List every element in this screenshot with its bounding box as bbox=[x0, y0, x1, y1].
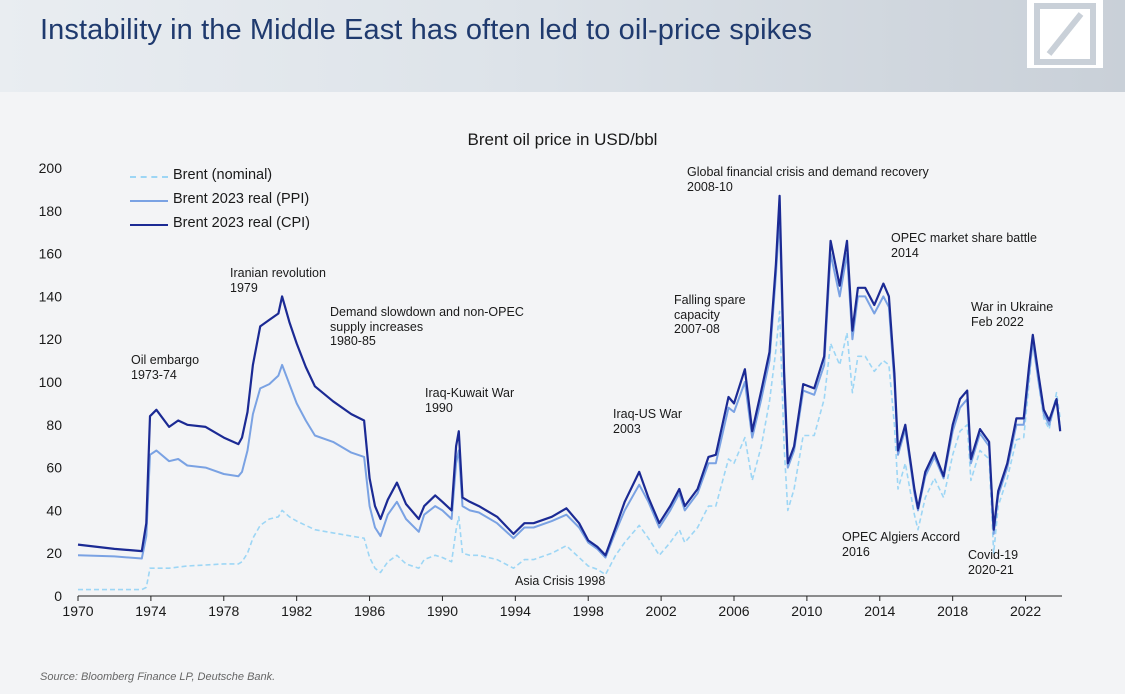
y-tick-label: 100 bbox=[39, 374, 63, 390]
x-tick-label: 2022 bbox=[1010, 603, 1041, 619]
legend-label: Brent 2023 real (CPI) bbox=[173, 215, 311, 231]
chart-annotation: OPEC market share battle 2014 bbox=[891, 231, 1037, 260]
y-tick-label: 40 bbox=[46, 502, 62, 518]
chart-title: Brent oil price in USD/bbl bbox=[467, 130, 658, 149]
deutsche-bank-logo-icon bbox=[1027, 0, 1103, 68]
x-tick-label: 2006 bbox=[718, 603, 749, 619]
header-banner: Instability in the Middle East has often… bbox=[0, 0, 1125, 92]
series-line-0 bbox=[78, 310, 1061, 591]
chart-annotation: Demand slowdown and non-OPEC supply incr… bbox=[330, 305, 524, 348]
x-tick-label: 1974 bbox=[135, 603, 166, 619]
y-tick-label: 0 bbox=[54, 588, 62, 604]
legend-swatch bbox=[130, 200, 168, 202]
chart-annotation: Iraq-US War 2003 bbox=[613, 407, 682, 436]
legend-swatch bbox=[130, 176, 168, 178]
x-tick-label: 2018 bbox=[937, 603, 968, 619]
legend-label: Brent 2023 real (PPI) bbox=[173, 191, 310, 207]
y-tick-label: 120 bbox=[39, 331, 63, 347]
chart-annotation: War in Ukraine Feb 2022 bbox=[971, 300, 1054, 329]
chart-annotation: Falling spare capacity 2007-08 bbox=[674, 293, 746, 336]
y-tick-label: 200 bbox=[39, 160, 63, 176]
x-tick-label: 2014 bbox=[864, 603, 895, 619]
y-tick-label: 140 bbox=[39, 288, 63, 304]
page-title: Instability in the Middle East has often… bbox=[40, 14, 813, 46]
chart-series bbox=[77, 194, 1062, 591]
x-tick-label: 2002 bbox=[646, 603, 677, 619]
chart-annotation: Iranian revolution 1979 bbox=[230, 266, 326, 295]
chart-annotation: OPEC Algiers Accord 2016 bbox=[842, 530, 961, 559]
legend-label: Brent (nominal) bbox=[173, 167, 273, 183]
x-tick-label: 1978 bbox=[208, 603, 239, 619]
chart-annotation: Global financial crisis and demand recov… bbox=[687, 165, 929, 194]
legend-swatch bbox=[130, 224, 168, 226]
chart-annotation: Asia Crisis 1998 bbox=[515, 574, 606, 588]
x-tick-label: 1994 bbox=[500, 603, 531, 619]
oil-price-chart: 1970 1974 1978 1982 1986 1990 1994 1998 2002 2006… bbox=[39, 160, 1062, 619]
series-line-2 bbox=[77, 194, 1062, 557]
y-tick-label: 60 bbox=[46, 460, 62, 476]
y-tick-label: 180 bbox=[39, 203, 63, 219]
x-tick-label: 2010 bbox=[791, 603, 822, 619]
x-tick-label: 1970 bbox=[62, 603, 93, 619]
y-tick-label: 160 bbox=[39, 246, 63, 262]
x-tick-label: 1990 bbox=[427, 603, 458, 619]
chart-axes: 1970 1974 1978 1982 1986 1990 1994 1998 2002 2006… bbox=[39, 160, 1062, 619]
y-tick-label: 20 bbox=[46, 545, 62, 561]
chart-annotation: Oil embargo 1973-74 bbox=[131, 353, 200, 382]
x-tick-label: 1998 bbox=[573, 603, 604, 619]
series-line-1 bbox=[77, 214, 1062, 560]
x-tick-label: 1986 bbox=[354, 603, 385, 619]
chart-annotation: Iraq-Kuwait War 1990 bbox=[425, 386, 515, 415]
chart-annotation: Covid-19 2020-21 bbox=[968, 548, 1019, 577]
y-tick-label: 80 bbox=[46, 417, 62, 433]
source-note: Source: Bloomberg Finance LP, Deutsche B… bbox=[40, 671, 276, 683]
x-tick-label: 1982 bbox=[281, 603, 312, 619]
